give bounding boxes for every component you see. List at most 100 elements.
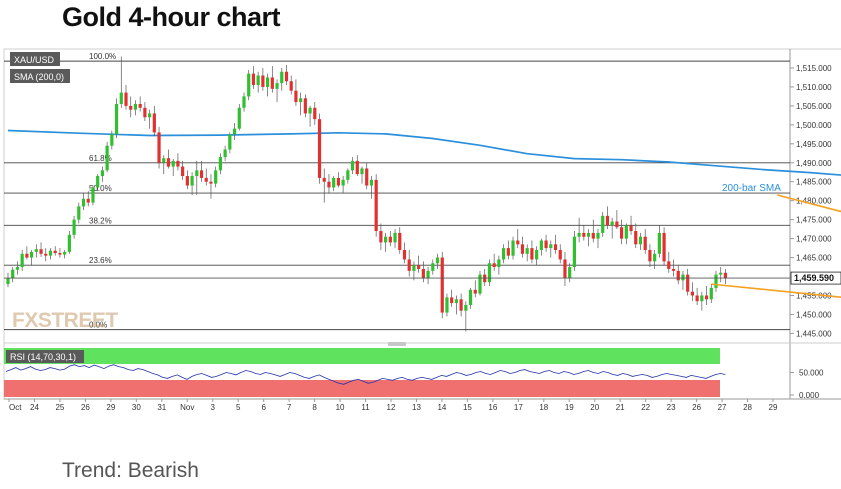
candle-body bbox=[553, 244, 558, 250]
candle-body bbox=[714, 274, 718, 288]
candle bbox=[350, 157, 355, 175]
candle-body bbox=[81, 198, 86, 207]
candle-body bbox=[148, 113, 152, 118]
candle bbox=[601, 212, 605, 237]
candle bbox=[346, 168, 350, 184]
candle-body bbox=[445, 297, 449, 313]
candle bbox=[129, 96, 133, 118]
candle-body bbox=[497, 259, 501, 268]
candle bbox=[549, 240, 553, 258]
candle-body bbox=[723, 272, 728, 279]
candle bbox=[303, 94, 307, 118]
candle bbox=[464, 301, 468, 332]
candle bbox=[653, 249, 657, 269]
candle bbox=[299, 92, 303, 116]
candle bbox=[591, 219, 595, 243]
candle-body bbox=[374, 179, 378, 232]
candle-body bbox=[284, 71, 289, 82]
candle bbox=[459, 293, 463, 317]
candle-body bbox=[157, 132, 161, 163]
symbol-label: XAU/USD bbox=[14, 55, 55, 65]
time-tick-label: 11 bbox=[361, 403, 370, 412]
pane-resize-handle[interactable] bbox=[388, 342, 406, 346]
candle bbox=[162, 155, 166, 175]
candle bbox=[643, 229, 647, 254]
fib-level-label: 23.6% bbox=[89, 256, 112, 265]
candle bbox=[657, 225, 661, 258]
candle bbox=[157, 126, 161, 169]
candle bbox=[355, 155, 359, 177]
candle bbox=[133, 100, 138, 116]
candle bbox=[539, 238, 543, 256]
candle-body bbox=[237, 107, 241, 129]
candle bbox=[63, 249, 67, 259]
candle-body bbox=[322, 177, 326, 182]
candle-body bbox=[700, 295, 704, 302]
candle-body bbox=[568, 267, 572, 279]
candle-body bbox=[530, 248, 534, 260]
candle bbox=[714, 270, 718, 292]
candle-body bbox=[417, 265, 421, 269]
candle-body bbox=[209, 181, 213, 184]
candle-body bbox=[431, 263, 435, 271]
candle-body bbox=[251, 73, 256, 86]
candle bbox=[30, 249, 34, 266]
rsi-badge[interactable]: RSI (14,70,30,1) bbox=[6, 350, 84, 363]
candle-body bbox=[242, 96, 246, 108]
candle bbox=[266, 73, 270, 97]
candle bbox=[671, 259, 676, 277]
candles bbox=[6, 56, 728, 332]
candle bbox=[596, 229, 600, 249]
candle-body bbox=[39, 249, 43, 254]
indicator-badge[interactable]: SMA (200,0) bbox=[10, 69, 70, 83]
candle bbox=[421, 261, 425, 283]
candle bbox=[398, 227, 402, 254]
candle-body bbox=[30, 251, 34, 258]
candle bbox=[676, 265, 680, 285]
candle bbox=[610, 217, 614, 239]
candle bbox=[81, 193, 86, 211]
candle bbox=[700, 291, 704, 311]
candle-body bbox=[360, 168, 364, 175]
time-tick-label: 3 bbox=[211, 403, 216, 412]
symbol-badge[interactable]: XAU/USD bbox=[10, 52, 60, 66]
candle bbox=[388, 231, 392, 247]
candle-body bbox=[350, 160, 355, 171]
time-tick-label: Oct bbox=[9, 403, 22, 412]
candle bbox=[426, 267, 430, 285]
candle-body bbox=[502, 248, 506, 260]
candle-body bbox=[440, 257, 444, 313]
candle bbox=[77, 202, 81, 224]
time-tick-label: 24 bbox=[30, 403, 39, 412]
candle bbox=[374, 174, 378, 237]
candle-body bbox=[110, 134, 114, 146]
candle-body bbox=[91, 187, 95, 203]
candle bbox=[487, 259, 492, 287]
candle bbox=[251, 66, 256, 89]
fib-level-label: 50.0% bbox=[89, 184, 112, 193]
candle-body bbox=[34, 249, 38, 252]
candle-body bbox=[686, 274, 690, 292]
candle-body bbox=[464, 304, 468, 311]
candle bbox=[280, 67, 284, 91]
candle-body bbox=[402, 249, 407, 260]
candle-body bbox=[138, 103, 142, 108]
price-tick-label: 1,500.000 bbox=[796, 121, 832, 130]
candle bbox=[473, 280, 477, 298]
candle-body bbox=[379, 231, 383, 243]
candle bbox=[511, 236, 515, 260]
candle-body bbox=[695, 295, 699, 302]
candle bbox=[195, 160, 199, 195]
candle bbox=[638, 232, 643, 250]
candle-body bbox=[25, 253, 29, 258]
candle bbox=[218, 153, 222, 175]
candle-body bbox=[96, 176, 100, 188]
candle-body bbox=[365, 168, 369, 186]
candle-body bbox=[468, 289, 473, 305]
price-tick-label: 1,475.000 bbox=[796, 216, 832, 225]
candle-body bbox=[520, 244, 525, 254]
candle-body bbox=[638, 236, 643, 245]
candle bbox=[516, 229, 520, 249]
candle bbox=[412, 261, 416, 281]
time-tick-label: 19 bbox=[565, 403, 574, 412]
